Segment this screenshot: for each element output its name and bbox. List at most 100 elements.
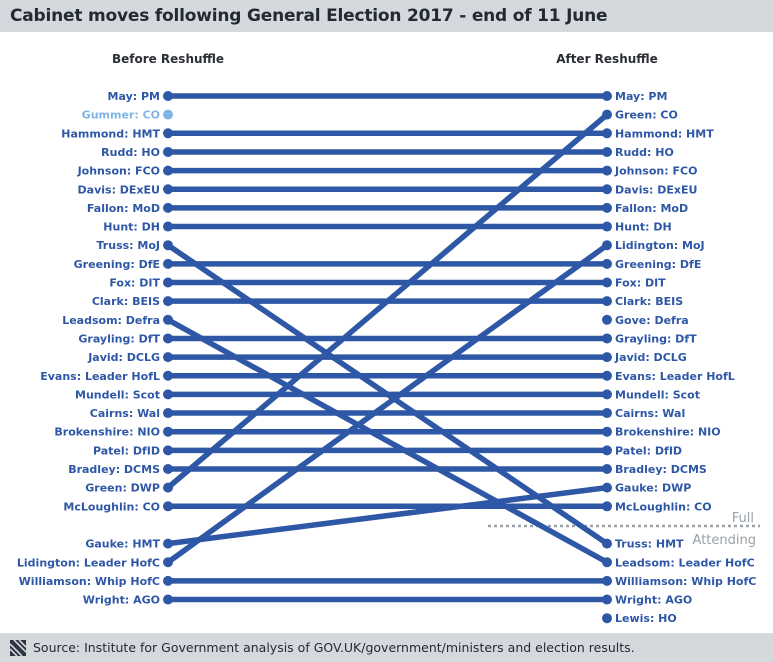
after-node <box>602 482 612 493</box>
after-label: Cairns: Wal <box>615 407 685 420</box>
after-node <box>602 240 612 251</box>
separator-label-full: Full <box>732 511 754 526</box>
after-node <box>602 501 612 512</box>
source-bar: Source: Institute for Government analysi… <box>0 633 773 662</box>
before-label: Brokenshire: NIO <box>54 426 160 439</box>
minister-nodes <box>163 91 612 624</box>
before-label: Mundell: Scot <box>75 388 160 401</box>
after-node <box>602 557 612 568</box>
after-label: Rudd: HO <box>615 146 674 159</box>
after-label: McLoughlin: CO <box>615 500 712 513</box>
before-node <box>163 314 173 325</box>
move-line-green <box>165 111 610 491</box>
after-label: Johnson: FCO <box>614 165 697 178</box>
before-label: Davis: DExEU <box>78 183 160 196</box>
after-label: Fallon: MoD <box>615 202 688 215</box>
before-label: Truss: MoJ <box>97 239 160 252</box>
after-label: Leadsom: Leader HofC <box>615 556 755 569</box>
after-node <box>602 408 612 419</box>
title-bar: Cabinet moves following General Election… <box>0 0 773 32</box>
before-label: Grayling: DfT <box>78 332 160 345</box>
before-node <box>163 370 173 381</box>
before-node <box>163 296 173 307</box>
before-heading: Before Reshuffle <box>112 52 224 66</box>
before-label: May: PM <box>108 90 160 103</box>
before-label: Lidington: Leader HofC <box>17 556 160 569</box>
before-label: Cairns: Wal <box>90 407 160 420</box>
after-label: Green: CO <box>615 109 678 122</box>
after-node <box>602 221 612 232</box>
before-label: Gummer: CO <box>82 109 160 122</box>
after-label: Javid: DCLG <box>614 351 687 364</box>
after-node <box>602 426 612 437</box>
before-node <box>163 128 173 139</box>
after-label: Gove: Defra <box>615 314 689 327</box>
after-node <box>602 91 612 101</box>
before-node <box>163 165 173 176</box>
after-node <box>602 109 612 120</box>
after-node <box>602 202 612 213</box>
after-label: Hunt: DH <box>615 221 672 234</box>
after-node <box>602 389 612 400</box>
after-label: Gauke: DWP <box>615 482 691 495</box>
before-label: Green: DWP <box>85 482 160 495</box>
after-heading: After Reshuffle <box>556 52 658 66</box>
after-node <box>602 370 612 381</box>
before-label: Wright: AGO <box>83 594 160 607</box>
before-label: Hammond: HMT <box>61 127 160 140</box>
before-node <box>163 91 173 101</box>
before-node <box>163 482 173 493</box>
source-icon <box>10 639 26 656</box>
before-node <box>163 240 173 251</box>
before-label: Williamson: Whip HofC <box>19 575 160 588</box>
before-node <box>163 109 173 120</box>
after-label: Truss: HMT <box>615 538 684 551</box>
after-label: Mundell: Scot <box>615 388 700 401</box>
before-label: Fallon: MoD <box>87 202 160 215</box>
before-node <box>163 445 173 456</box>
move-line-gauke <box>165 484 610 547</box>
before-node <box>163 464 173 474</box>
after-node <box>602 277 612 288</box>
before-node <box>163 333 173 344</box>
after-node <box>602 184 612 195</box>
after-node <box>602 594 612 605</box>
after-node <box>602 445 612 456</box>
before-label: Rudd: HO <box>101 146 160 159</box>
figure-title: Cabinet moves following General Election… <box>10 6 608 26</box>
before-label: Bradley: DCMS <box>68 463 160 476</box>
after-label: Greening: DfE <box>615 258 701 271</box>
move-lines <box>165 93 610 603</box>
before-node <box>163 594 173 605</box>
after-label: Davis: DExEU <box>615 183 697 196</box>
before-node <box>163 538 173 549</box>
before-label: Patel: DfID <box>93 444 160 457</box>
reshuffle-diagram: Before Reshuffle After Reshuffle Full At… <box>17 52 760 625</box>
after-node <box>602 613 612 624</box>
before-node <box>163 352 173 363</box>
after-label: Lidington: MoJ <box>615 239 705 252</box>
after-label: Brokenshire: NIO <box>615 426 721 439</box>
before-label: Gauke: HMT <box>85 538 160 551</box>
after-node <box>602 128 612 139</box>
after-node <box>602 333 612 344</box>
before-node <box>163 408 173 419</box>
after-label: Clark: BEIS <box>615 295 683 308</box>
after-node <box>602 352 612 363</box>
source-note: Source: Institute for Government analysi… <box>33 640 635 655</box>
before-label: Evans: Leader HofL <box>40 370 160 383</box>
after-label: Lewis: HO <box>615 612 677 625</box>
before-node <box>163 202 173 213</box>
move-line-leadsom <box>165 317 610 565</box>
after-label: Patel: DfID <box>615 444 682 457</box>
before-label: Johnson: FCO <box>77 165 160 178</box>
after-label: Williamson: Whip HofC <box>615 575 756 588</box>
before-label: Clark: BEIS <box>92 295 160 308</box>
after-node <box>602 464 612 474</box>
after-node <box>602 146 612 157</box>
after-label: Wright: AGO <box>615 594 692 607</box>
before-label: Greening: DfE <box>74 258 160 271</box>
before-node <box>163 277 173 288</box>
after-label: Grayling: DfT <box>615 332 697 345</box>
before-label: McLoughlin: CO <box>63 500 160 513</box>
